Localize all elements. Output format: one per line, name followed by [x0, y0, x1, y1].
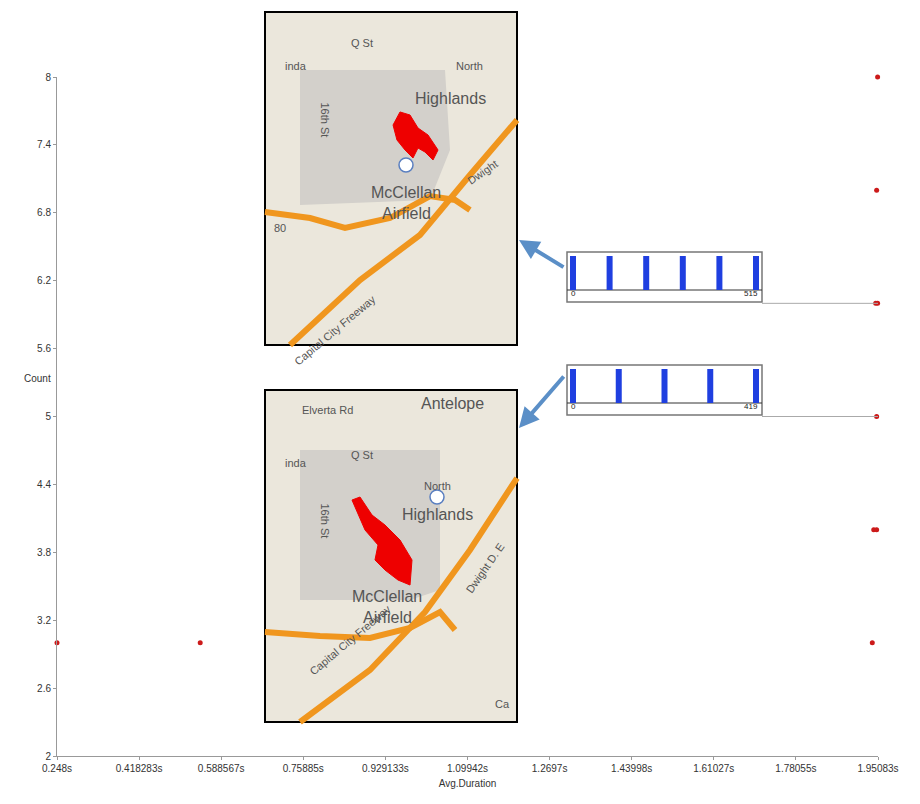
svg-text:Q St: Q St: [351, 449, 373, 461]
svg-text:Ca: Ca: [495, 698, 510, 710]
svg-text:1.43998s: 1.43998s: [611, 763, 652, 774]
svg-text:6.8: 6.8: [37, 207, 51, 218]
svg-text:Highlands: Highlands: [415, 90, 486, 107]
svg-text:Airfield: Airfield: [363, 609, 412, 626]
svg-text:inda: inda: [285, 60, 307, 72]
svg-text:0.248s: 0.248s: [42, 763, 72, 774]
svg-text:7.4: 7.4: [37, 139, 51, 150]
svg-text:inda: inda: [285, 457, 307, 469]
svg-text:McClellan: McClellan: [371, 184, 441, 201]
svg-text:1.09942s: 1.09942s: [447, 763, 488, 774]
svg-text:2.6: 2.6: [37, 683, 51, 694]
svg-text:0: 0: [571, 402, 576, 411]
svg-text:6.2: 6.2: [37, 275, 51, 286]
svg-text:3.2: 3.2: [37, 615, 51, 626]
svg-text:North: North: [424, 480, 451, 492]
svg-text:5: 5: [45, 411, 51, 422]
svg-text:419: 419: [744, 402, 758, 411]
svg-text:2: 2: [45, 751, 51, 762]
svg-text:Dwight D. E: Dwight D. E: [463, 541, 506, 595]
svg-text:0.929133s: 0.929133s: [362, 763, 409, 774]
svg-text:0.588567s: 0.588567s: [198, 763, 245, 774]
svg-text:Avg.Duration: Avg.Duration: [439, 778, 497, 789]
svg-text:4.4: 4.4: [37, 479, 51, 490]
svg-text:16th St: 16th St: [319, 103, 331, 138]
svg-text:Airfield: Airfield: [382, 205, 431, 222]
svg-text:Capital City Freeway: Capital City Freeway: [307, 603, 393, 678]
svg-text:Elverta Rd: Elverta Rd: [302, 404, 353, 416]
svg-text:Count: Count: [24, 373, 51, 384]
svg-text:0.418283s: 0.418283s: [116, 763, 163, 774]
svg-text:Capital City Freeway: Capital City Freeway: [292, 293, 378, 368]
svg-text:1.95083s: 1.95083s: [857, 763, 898, 774]
svg-text:McClellan: McClellan: [352, 588, 422, 605]
svg-text:1.78055s: 1.78055s: [775, 763, 816, 774]
svg-text:Antelope: Antelope: [421, 395, 484, 412]
svg-text:1.2697s: 1.2697s: [532, 763, 568, 774]
svg-text:0: 0: [571, 289, 576, 298]
svg-text:0.75885s: 0.75885s: [283, 763, 324, 774]
svg-text:Highlands: Highlands: [402, 506, 473, 523]
svg-text:North: North: [456, 60, 483, 72]
svg-text:80: 80: [274, 222, 286, 234]
svg-text:16th St: 16th St: [319, 504, 331, 539]
svg-text:8: 8: [45, 72, 51, 83]
svg-text:Q St: Q St: [351, 37, 373, 49]
svg-text:1.61027s: 1.61027s: [693, 763, 734, 774]
svg-text:3.8: 3.8: [37, 547, 51, 558]
svg-text:515: 515: [744, 289, 758, 298]
svg-text:Dwight: Dwight: [465, 158, 499, 187]
svg-text:5.6: 5.6: [37, 343, 51, 354]
